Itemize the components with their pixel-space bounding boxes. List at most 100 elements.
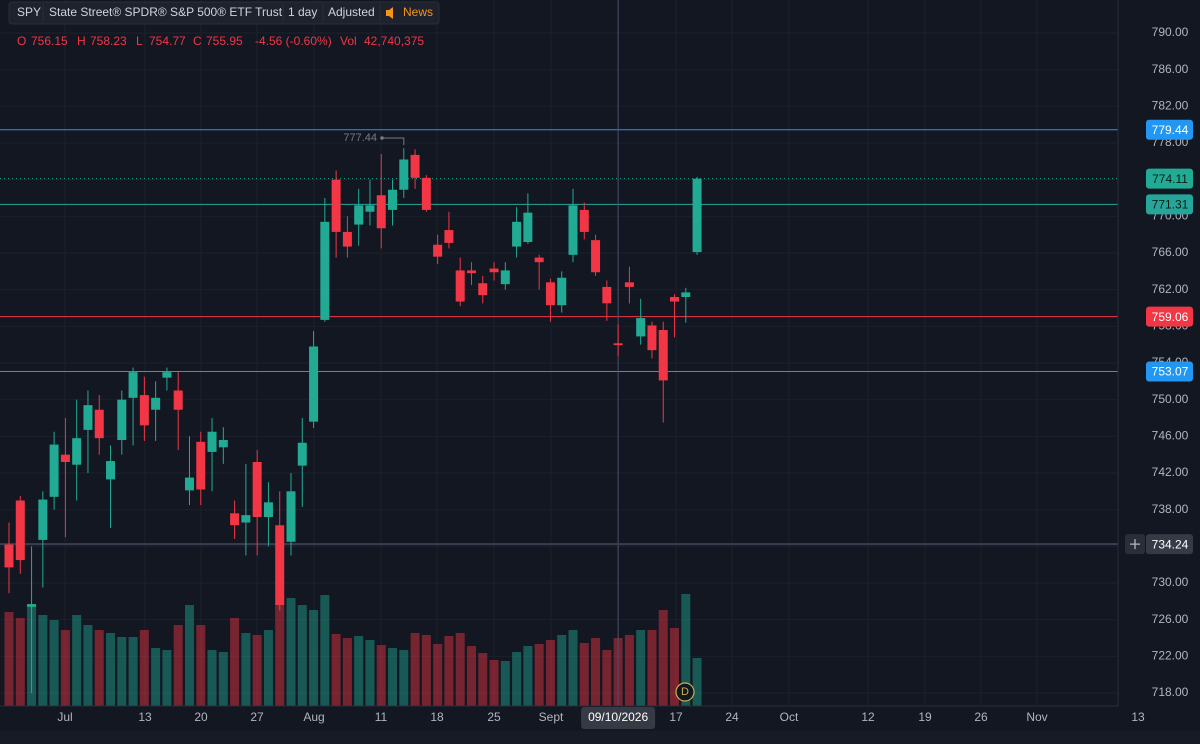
candle-body <box>309 346 319 422</box>
candle-body <box>354 205 364 225</box>
candle-body <box>38 499 48 540</box>
volume-bar <box>636 629 646 706</box>
legend-label: H <box>77 34 86 48</box>
candle-body <box>331 179 341 232</box>
candle-body <box>568 205 578 255</box>
volume-bar <box>139 629 149 706</box>
volume-bar <box>512 651 522 706</box>
volume-bar <box>624 635 634 706</box>
volume-bar <box>38 615 48 706</box>
volume-bar <box>173 624 183 706</box>
volume-bar <box>670 628 680 706</box>
x-tick-label: 18 <box>430 710 444 724</box>
volume-bar <box>162 649 172 706</box>
candle-body <box>670 296 680 302</box>
candle-body <box>444 230 454 243</box>
x-tick-label: 12 <box>861 710 875 724</box>
x-tick-label: 11 <box>375 710 388 724</box>
price-tag-label: 774.11 <box>1152 172 1188 186</box>
news[interactable]: News <box>403 5 433 19</box>
candle-body <box>647 325 657 351</box>
candle-body <box>433 244 443 257</box>
x-tick-label: Jul <box>57 710 72 724</box>
volume-bar <box>241 632 251 706</box>
volume-bar <box>500 661 510 706</box>
candle-body <box>60 454 70 462</box>
candle-body <box>4 544 14 568</box>
y-tick-label: 738.00 <box>1152 502 1189 516</box>
volume-bar <box>410 632 420 706</box>
candle-body <box>557 277 567 306</box>
candle-body <box>72 438 82 465</box>
y-tick-label: 766.00 <box>1152 245 1189 259</box>
max-dot <box>380 136 384 140</box>
volume-bar <box>117 636 127 706</box>
candle-body <box>252 461 262 517</box>
dividend-marker[interactable] <box>675 682 695 702</box>
y-tick-label: 746.00 <box>1152 428 1189 442</box>
legend-value: 42,740,375 <box>364 34 424 48</box>
legend-value: 754.77 <box>149 34 186 48</box>
candle-body <box>106 461 116 480</box>
volume-bar <box>489 659 499 706</box>
symbol[interactable]: SPY <box>17 5 41 19</box>
legend-change: -4.56 (-0.60%) <box>255 34 332 48</box>
candle-body <box>602 286 612 304</box>
volume-bar <box>399 649 409 706</box>
y-tick-label: 782.00 <box>1152 99 1189 113</box>
candle-body <box>162 372 172 378</box>
volume-bar <box>647 629 657 706</box>
x-tick-label: 13 <box>1131 710 1145 724</box>
y-tick-label: 722.00 <box>1152 648 1189 662</box>
volume-bar <box>478 652 488 706</box>
candle-body <box>365 205 375 212</box>
volume-bar <box>388 648 398 706</box>
volume-bar <box>60 629 70 706</box>
volume-bar <box>455 632 465 706</box>
volume-bar <box>106 632 116 706</box>
candle-body <box>83 405 93 430</box>
candle-body <box>692 178 702 253</box>
candle-body <box>275 525 285 605</box>
candle-body <box>500 270 510 285</box>
candle-body <box>399 159 409 190</box>
volume-bar <box>568 629 578 706</box>
candle-body <box>681 292 691 297</box>
candle-body <box>466 270 476 274</box>
volume-bar <box>252 635 262 706</box>
candle-body <box>613 343 623 346</box>
interval[interactable]: 1 day <box>288 5 317 19</box>
x-tick-label: Aug <box>303 710 324 724</box>
volume-bar <box>354 635 364 706</box>
volume-bar <box>376 644 386 706</box>
candle-body <box>27 604 37 607</box>
candle-body <box>117 399 127 440</box>
volume-bar <box>681 593 691 706</box>
volume-bar <box>218 651 228 706</box>
adjustment[interactable]: Adjusted <box>328 5 375 19</box>
volume-bar <box>128 636 138 706</box>
candle-body <box>636 318 646 337</box>
y-tick-label: 750.00 <box>1152 392 1189 406</box>
volume-bar <box>545 639 555 706</box>
legend-value: 755.95 <box>206 34 243 48</box>
volume-bar <box>557 635 567 706</box>
volume-bar <box>466 645 476 706</box>
x-tick-label: 24 <box>725 710 739 724</box>
y-tick-label: 742.00 <box>1152 465 1189 479</box>
volume-bar <box>320 595 330 706</box>
volume-bar <box>230 617 240 706</box>
volume-bar <box>523 645 533 706</box>
volume-bar <box>444 635 454 706</box>
candle-body <box>218 439 228 448</box>
news-icon <box>386 7 393 19</box>
volume-bar <box>692 657 702 706</box>
candle-body <box>15 500 25 561</box>
candle-body <box>320 221 330 320</box>
volume-bar <box>4 611 14 706</box>
legend-label: O <box>17 34 26 48</box>
x-tick-label: 19 <box>918 710 932 724</box>
max-label: 777.44 <box>343 132 377 144</box>
volume-bar <box>151 648 161 706</box>
